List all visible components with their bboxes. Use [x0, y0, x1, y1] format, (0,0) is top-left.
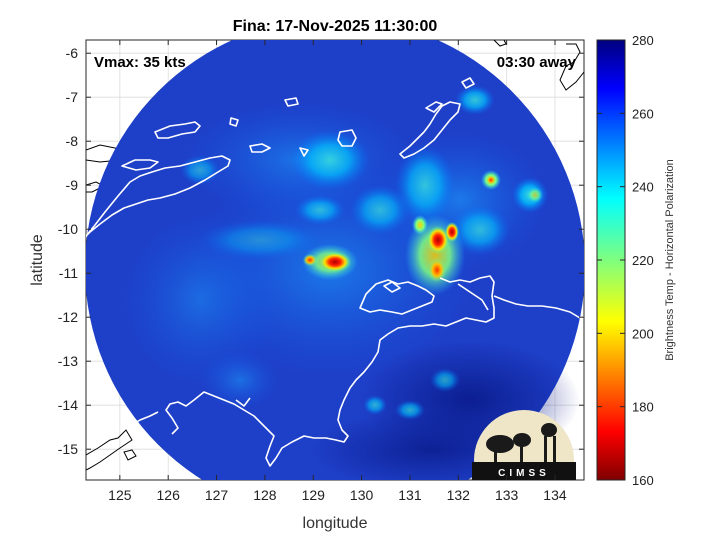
y-tick-label: -8 — [66, 133, 79, 149]
x-axis: 125 126 127 128 129 130 131 132 133 134 — [108, 40, 567, 503]
colorbar: 160 180 200 220 240 260 280 Brightness Temp - … — [596, 33, 676, 488]
vmax-label: Vmax: 35 kts — [94, 54, 186, 71]
x-axis-label: longitude — [303, 515, 368, 532]
time-away-label: 03:30 away — [497, 54, 577, 71]
y-tick-label: -10 — [58, 221, 78, 237]
y-tick-label: -14 — [58, 397, 78, 413]
colorbar-tick-label: 200 — [632, 326, 654, 341]
x-tick-label: 129 — [302, 487, 326, 503]
colorbar-tick-label: 280 — [632, 33, 654, 48]
colorbar-tick-label: 240 — [632, 180, 654, 195]
coastline — [86, 77, 581, 467]
y-tick-label: -12 — [58, 309, 78, 325]
y-tick-label: -11 — [59, 265, 78, 281]
x-tick-label: 125 — [108, 487, 132, 503]
x-tick-label: 134 — [543, 487, 567, 503]
x-tick-label: 131 — [398, 487, 422, 503]
chart-title: Fina: 17-Nov-2025 11:30:00 — [233, 18, 438, 35]
colorbar-label: Brightness Temp - Horizontal Polarizatio… — [664, 159, 676, 361]
y-tick-label: -9 — [66, 177, 79, 193]
x-tick-label: 130 — [350, 487, 374, 503]
cimss-logo: CIMSS — [472, 410, 576, 480]
colorbar-tick-label: 260 — [632, 106, 654, 121]
y-axis: -6 -7 -8 -9 -10 -11 -12 -13 -14 -15 — [58, 45, 584, 457]
y-axis-label: latitude — [29, 234, 46, 286]
y-tick-label: -15 — [58, 441, 78, 457]
y-tick-label: -13 — [58, 353, 78, 369]
x-tick-label: 127 — [205, 487, 229, 503]
colorbar-tick-label: 160 — [632, 473, 654, 488]
logo-text: CIMSS — [498, 468, 550, 479]
x-tick-label: 132 — [447, 487, 471, 503]
colorbar-tick-label: 180 — [632, 400, 654, 415]
colorbar-ticks: 160 180 200 220 240 260 280 — [597, 33, 654, 488]
x-tick-label: 126 — [157, 487, 181, 503]
y-tick-label: -7 — [66, 89, 79, 105]
y-tick-label: -6 — [66, 45, 79, 61]
x-tick-label: 133 — [495, 487, 519, 503]
colorbar-tick-label: 220 — [632, 253, 654, 268]
x-tick-label: 128 — [253, 487, 277, 503]
